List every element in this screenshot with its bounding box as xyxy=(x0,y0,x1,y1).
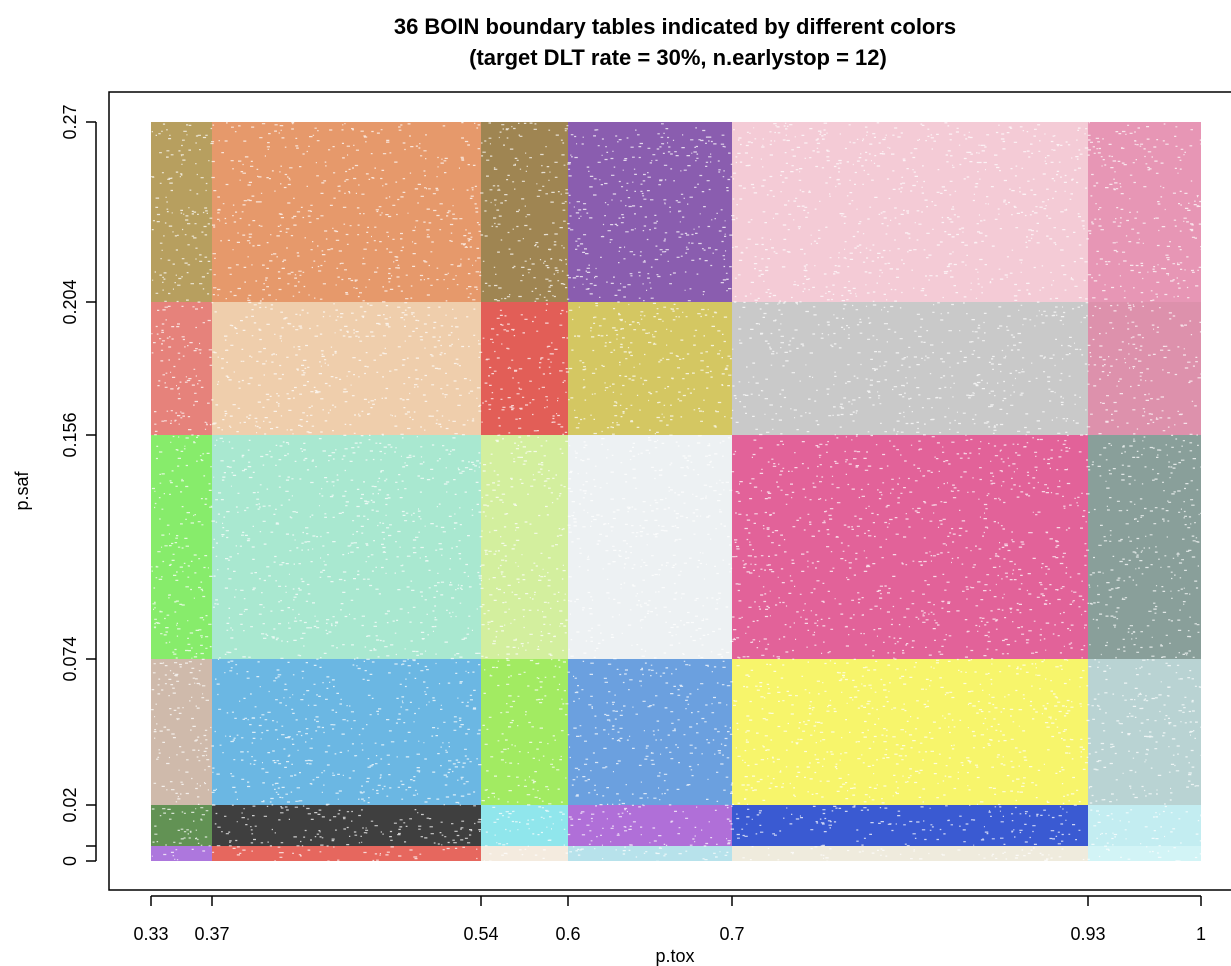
cell-r1-c0 xyxy=(151,805,212,846)
cell-r2-c0 xyxy=(151,659,212,805)
cell-r2-c4 xyxy=(732,659,1088,805)
cell-r4-c4 xyxy=(732,302,1088,435)
x-tick-label-6: 1 xyxy=(1196,924,1206,944)
cell-r1-c3 xyxy=(568,805,732,846)
cell-r5-c2 xyxy=(481,122,568,302)
plot-box xyxy=(108,91,1231,891)
y-tick-label-4: 0.156 xyxy=(60,412,80,457)
x-axis: 0.33 0.37 0.54 0.6 0.7 0.93 1 xyxy=(133,895,1206,944)
y-tick-label-2: 0.02 xyxy=(60,787,80,822)
cell-r4-c5 xyxy=(1088,302,1201,435)
chart-title: 36 BOIN boundary tables indicated by dif… xyxy=(394,14,956,39)
cell-r0-c4 xyxy=(732,846,1088,861)
cell-r5-c0 xyxy=(151,122,212,302)
cell-r2-c5 xyxy=(1088,659,1201,805)
cell-r5-c4 xyxy=(732,122,1088,302)
cell-r0-c1 xyxy=(212,846,481,861)
cell-r2-c2 xyxy=(481,659,568,805)
x-tick-label-0: 0.33 xyxy=(133,924,168,944)
y-axis: 0 0.02 0.074 0.156 0.204 0.27 xyxy=(60,104,97,866)
cell-r4-c2 xyxy=(481,302,568,435)
cell-r3-c0 xyxy=(151,435,212,659)
cell-r0-c3 xyxy=(568,846,732,861)
y-tick-label-3: 0.074 xyxy=(60,636,80,681)
cell-r1-c5 xyxy=(1088,805,1201,846)
cell-r5-c5 xyxy=(1088,122,1201,302)
cell-r5-c3 xyxy=(568,122,732,302)
cell-r3-c1 xyxy=(212,435,481,659)
cell-r3-c3 xyxy=(568,435,732,659)
cell-r1-c2 xyxy=(481,805,568,846)
y-tick-label-6: 0.27 xyxy=(60,104,80,139)
cell-r4-c3 xyxy=(568,302,732,435)
cell-r2-c3 xyxy=(568,659,732,805)
cell-r1-c4 xyxy=(732,805,1088,846)
x-tick-label-1: 0.37 xyxy=(194,924,229,944)
cell-r3-c5 xyxy=(1088,435,1201,659)
cell-r2-c1 xyxy=(212,659,481,805)
cell-r1-c1 xyxy=(212,805,481,846)
cell-r0-c5 xyxy=(1088,846,1201,861)
cell-r0-c0 xyxy=(151,846,212,861)
x-axis-title: p.tox xyxy=(655,946,694,966)
cell-r5-c1 xyxy=(212,122,481,302)
cell-r0-c2 xyxy=(481,846,568,861)
x-tick-label-2: 0.54 xyxy=(463,924,498,944)
cell-r3-c2 xyxy=(481,435,568,659)
x-tick-label-4: 0.7 xyxy=(719,924,744,944)
cell-r4-c0 xyxy=(151,302,212,435)
cell-r3-c4 xyxy=(732,435,1088,659)
x-tick-label-5: 0.93 xyxy=(1070,924,1105,944)
y-axis-title: p.saf xyxy=(12,470,32,510)
y-tick-label-0: 0 xyxy=(60,856,80,866)
chart-subtitle: (target DLT rate = 30%, n.earlystop = 12… xyxy=(469,45,887,70)
x-tick-label-3: 0.6 xyxy=(555,924,580,944)
y-tick-label-5: 0.204 xyxy=(60,279,80,324)
